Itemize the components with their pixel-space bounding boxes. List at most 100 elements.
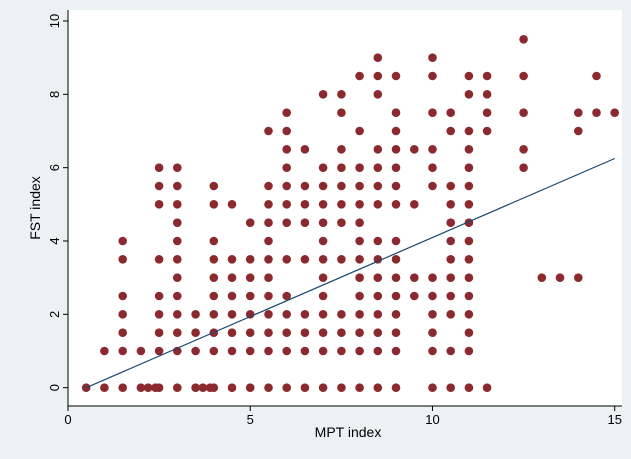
data-point (118, 236, 127, 246)
data-point (282, 291, 292, 301)
data-point (464, 126, 474, 136)
data-point (373, 163, 383, 172)
data-point (191, 328, 200, 338)
data-point (227, 291, 237, 301)
data-point (428, 273, 437, 283)
data-point (446, 254, 456, 264)
data-point (337, 200, 346, 209)
data-point (318, 90, 328, 99)
data-point (482, 126, 492, 136)
axes: 0 5 10 15 0 2 4 6 8 10 (47, 10, 622, 427)
data-point (355, 383, 364, 393)
data-point (428, 163, 437, 172)
data-point (373, 273, 383, 283)
data-point (428, 383, 437, 393)
data-point (245, 218, 255, 227)
data-point (410, 273, 419, 283)
data-point (173, 383, 182, 393)
data-point (264, 310, 273, 319)
data-point (446, 310, 456, 319)
data-point (337, 328, 346, 338)
data-point (428, 53, 437, 62)
data-point (446, 273, 456, 283)
data-point (355, 71, 364, 81)
data-point (555, 273, 565, 283)
data-point (519, 163, 528, 172)
data-point (428, 310, 437, 319)
data-point (318, 218, 328, 227)
data-point (373, 90, 383, 99)
data-point (118, 254, 127, 264)
data-point (191, 383, 200, 393)
data-point (373, 383, 383, 393)
data-point (118, 291, 127, 301)
data-point (464, 383, 474, 393)
data-point (355, 200, 364, 209)
data-point (282, 200, 292, 209)
data-point (410, 291, 419, 301)
data-point (300, 200, 310, 209)
data-point (446, 383, 456, 393)
plot-area (68, 10, 622, 406)
data-point (537, 273, 547, 283)
data-point (373, 236, 383, 246)
data-point (373, 254, 383, 264)
data-point (355, 273, 364, 283)
data-point (118, 383, 127, 393)
data-point (300, 145, 310, 154)
data-point (318, 346, 328, 356)
data-point (136, 346, 146, 356)
data-point (355, 181, 364, 191)
data-point (300, 310, 310, 319)
data-point (391, 383, 401, 393)
data-point (227, 273, 237, 283)
data-point (410, 145, 419, 154)
data-point (118, 346, 127, 356)
data-point (373, 200, 383, 209)
data-point (227, 383, 237, 393)
fit-line (85, 157, 615, 389)
data-point (173, 273, 182, 283)
data-point (610, 108, 619, 117)
data-point (154, 254, 164, 264)
data-point (519, 145, 528, 154)
data-point (337, 90, 346, 99)
data-point (391, 163, 401, 172)
data-point (574, 273, 583, 283)
data-point (173, 181, 182, 191)
data-point (391, 126, 401, 136)
data-point (282, 145, 292, 154)
data-point (154, 291, 164, 301)
data-point (337, 383, 346, 393)
x-axis-title: MPT index (315, 424, 382, 440)
data-point (373, 71, 383, 81)
data-point (245, 346, 255, 356)
y-tick-label: 8 (47, 91, 62, 98)
data-point (519, 71, 528, 81)
data-point (428, 145, 437, 154)
data-point (264, 218, 273, 227)
data-point (337, 346, 346, 356)
data-point (318, 200, 328, 209)
data-point (337, 254, 346, 264)
data-point (209, 236, 219, 246)
data-point (391, 71, 401, 81)
data-point (355, 163, 364, 172)
data-point (355, 218, 364, 227)
data-point (191, 346, 200, 356)
data-point (264, 126, 273, 136)
data-point (264, 291, 273, 301)
data-point (300, 181, 310, 191)
data-point (318, 163, 328, 172)
data-point (410, 200, 419, 209)
data-point (355, 328, 364, 338)
data-point (173, 218, 182, 227)
data-point (337, 108, 346, 117)
data-point (337, 145, 346, 154)
data-point (154, 163, 164, 172)
data-point (428, 71, 437, 81)
data-point (464, 291, 474, 301)
y-tick-label: 0 (47, 384, 62, 391)
data-point (245, 254, 255, 264)
